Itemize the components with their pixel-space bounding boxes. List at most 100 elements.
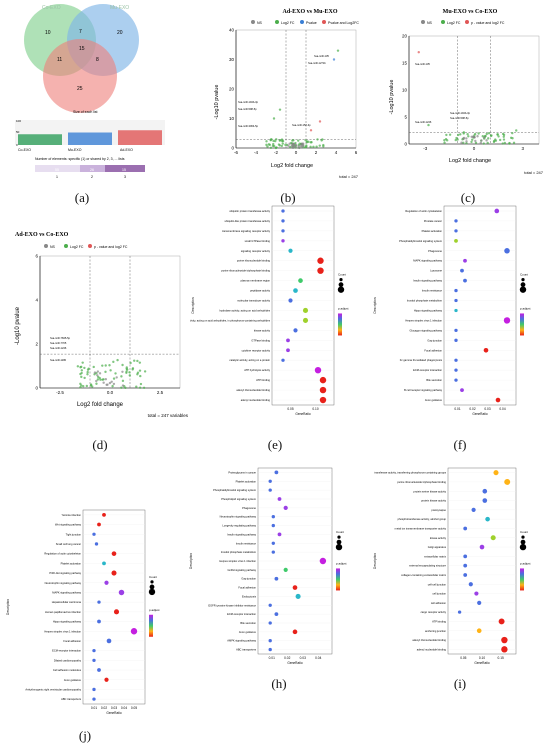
x-tick-label: 4 — [335, 150, 338, 155]
count-legend-dot — [521, 535, 525, 539]
term-dot — [292, 585, 298, 590]
y-tick-label: 10 — [402, 88, 408, 93]
term-label: plasma membrane region — [241, 279, 271, 283]
point-label: hsa-miR-135 — [314, 54, 329, 58]
y-tick-label: 30 — [229, 57, 235, 62]
y-tick-label: 0 — [404, 142, 407, 147]
term-label: Herpes simplex virus 1 infection — [44, 629, 81, 633]
padj-colorbar — [149, 614, 153, 637]
volcano-c-title: Mu-EXO vs Co-EXO — [443, 9, 498, 15]
term-dot — [271, 523, 275, 528]
term-dot — [454, 219, 458, 223]
term-dot — [97, 619, 101, 624]
x-tick-label: -4 — [254, 150, 258, 155]
term-dot — [454, 298, 458, 303]
point — [269, 146, 273, 150]
count-legend-dot — [338, 282, 344, 288]
point — [512, 141, 516, 145]
term-label: Inositol phosphate metabolism — [407, 299, 442, 303]
point — [485, 139, 488, 142]
term-label: MAPK signaling pathway — [52, 590, 81, 594]
panel-i: transferase activity, transferring phosp… — [372, 462, 550, 674]
term-label: kinase activity — [430, 536, 447, 540]
point — [511, 131, 514, 135]
term-dot — [130, 628, 138, 635]
term-label: ATP binding — [256, 378, 270, 382]
point — [92, 365, 95, 369]
point — [108, 364, 111, 367]
x-tick-label: 0.02 — [469, 407, 475, 411]
point — [112, 377, 116, 380]
point — [272, 144, 276, 148]
y-tick-label: 0 — [231, 146, 234, 151]
volcano-c-xlabel: Log2 fold change — [449, 158, 491, 164]
legend-log2: Log2 FC — [281, 21, 295, 25]
term-label: GnRH signaling pathway — [227, 568, 256, 572]
term-label: ECM-receptor interaction — [413, 368, 442, 372]
point — [120, 375, 123, 378]
x-tick-label: 3 — [521, 146, 524, 151]
point — [462, 141, 465, 144]
term-label: Longevity regulating pathway — [222, 524, 256, 528]
point — [497, 135, 500, 138]
panel-label-b: (b) — [280, 190, 296, 205]
term-dot — [454, 368, 458, 372]
term-dot — [92, 648, 96, 653]
point — [125, 371, 128, 375]
term-label: Neurotrophin signaling pathway — [220, 515, 257, 519]
term-dot — [92, 532, 96, 536]
legend-pfc-dot — [88, 244, 92, 248]
term-dot — [271, 541, 275, 545]
point — [294, 143, 298, 147]
term-label: purine ribonucleotide binding — [237, 259, 271, 263]
term-label: Yersinia infection — [61, 513, 81, 517]
y-tick-label: 2 — [35, 342, 38, 347]
legend-ns: NS — [257, 21, 263, 25]
term-dot — [277, 532, 282, 537]
y-tick-label: 5 — [404, 115, 407, 120]
y-axis-label: Description — [191, 297, 195, 313]
term-label: MAPK signaling pathway — [413, 259, 442, 263]
term-dot — [314, 366, 322, 374]
point — [83, 376, 86, 380]
term-label: purine ribonucleoside triphosphate bindi… — [221, 269, 270, 273]
point-label: hsa-miR-1246 — [50, 346, 67, 350]
count-legend-dot — [339, 278, 343, 282]
term-label: Hippo signaling pathway — [53, 620, 82, 624]
term-dot — [454, 238, 458, 243]
point — [474, 141, 478, 145]
legend-ns-dot — [44, 244, 48, 248]
point — [265, 140, 268, 143]
point — [474, 139, 477, 143]
x-tick-label: 0.10 — [479, 656, 485, 660]
shared-title: Number of elements: specific (1) or shar… — [35, 157, 125, 161]
term-dot — [319, 557, 327, 565]
padj-colorbar — [338, 313, 342, 336]
point — [297, 139, 300, 142]
legend-pfc: Pvalue and Log2FC — [328, 21, 359, 25]
term-label: Small cell lung cancer — [56, 542, 81, 546]
point — [288, 142, 291, 145]
term-dot — [111, 551, 117, 556]
term-label: ubiquitin-like protein transferase activ… — [225, 219, 271, 223]
point — [80, 369, 84, 372]
x-tick-label: 0.01 — [269, 656, 275, 660]
term-dot — [97, 522, 101, 527]
term-label: Phagosome — [428, 249, 442, 253]
term-label: Phosphatidylinositol signaling system — [213, 488, 256, 492]
point — [135, 385, 138, 388]
x-tick-label: 0.15 — [498, 656, 504, 660]
size-tick: 50 — [16, 130, 20, 134]
term-label: Bile secretion — [240, 621, 256, 625]
point — [332, 58, 336, 61]
term-label: Gap junction — [427, 338, 442, 342]
size-bar-label: Ad-EXO — [120, 148, 133, 152]
point — [496, 133, 499, 136]
venn-label-co: Co-EXO — [42, 5, 61, 11]
point — [287, 144, 290, 147]
plot-frame — [408, 35, 540, 145]
point — [104, 364, 107, 367]
point — [305, 144, 308, 147]
point — [291, 143, 294, 146]
term-label: adenyl nucleotide binding — [417, 647, 447, 651]
